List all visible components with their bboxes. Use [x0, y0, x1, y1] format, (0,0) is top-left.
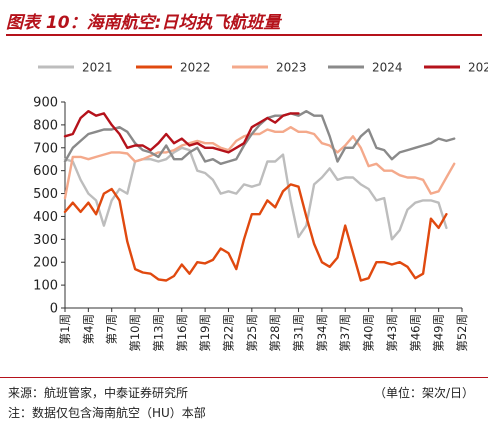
x-tick-label: 第4周: [81, 314, 95, 344]
y-tick-label: 600: [33, 164, 58, 179]
x-tick-label: 第49周: [432, 314, 446, 352]
series-line-2024: [63, 110, 456, 165]
y-tick-label: 500: [33, 187, 58, 202]
x-tick-label: 第46周: [408, 314, 422, 352]
x-tick-label: 第28周: [268, 314, 282, 352]
x-tick-label: 第40周: [362, 314, 376, 352]
series-line-2025: [63, 110, 300, 154]
series-line-2022: [63, 183, 448, 282]
x-tick-label: 第10周: [128, 314, 142, 352]
x-tick-label: 第16周: [175, 314, 189, 352]
legend-label-2025: 2025: [468, 61, 488, 75]
unit-note: （单位：架次/日）: [373, 386, 474, 400]
y-axis: 0 100 200 300 400 500 600 700 800 900: [33, 96, 66, 317]
line-chart: 2021 2022 2023 2024 2025 0 100 200 300 400 500 600…: [33, 61, 488, 352]
y-tick-label: 300: [33, 233, 58, 248]
chart-footer: 来源：航班管家，中泰证券研究所 （单位：架次/日） 注：数据仅包含海南航空（HU…: [0, 377, 488, 426]
x-tick-label: 第19周: [198, 314, 212, 352]
x-tick-label: 第31周: [292, 314, 306, 352]
x-tick-label: 第7周: [105, 314, 119, 344]
x-tick-label: 第43周: [385, 314, 399, 352]
legend-label-2021: 2021: [82, 61, 113, 75]
legend-label-2023: 2023: [276, 61, 307, 75]
title-bar: 图表 10：海南航空:日均执飞航班量: [6, 4, 482, 36]
x-tick-label: 第1周: [58, 314, 72, 344]
x-tick-label: 第22周: [221, 314, 235, 352]
source-note: 来源：航班管家，中泰证券研究所: [8, 386, 189, 400]
x-tick-label: 第25周: [245, 314, 259, 352]
legend-label-2024: 2024: [372, 61, 403, 75]
y-tick-label: 900: [33, 96, 58, 111]
y-tick-label: 0: [50, 302, 58, 317]
plot-lines: [63, 110, 456, 282]
x-axis: 第1周 第4周 第7周 第10周 第13周 第16周 第19周 第22周 第25周 第28周 第31…: [58, 307, 469, 352]
y-tick-label: 100: [33, 279, 58, 294]
legend-label-2022: 2022: [180, 61, 211, 75]
data-note: 注：数据仅包含海南航空（HU）本部: [8, 406, 206, 420]
chart-title: 图表 10：海南航空:日均执飞航班量: [6, 13, 281, 33]
series-line-2021: [63, 146, 448, 241]
y-tick-label: 800: [33, 118, 58, 133]
x-tick-label: 第13周: [151, 314, 165, 352]
y-tick-label: 700: [33, 141, 58, 156]
y-tick-label: 200: [33, 256, 58, 271]
series-line-2023: [63, 126, 456, 200]
x-tick-label: 第37周: [338, 314, 352, 352]
x-tick-label: 第34周: [315, 314, 329, 352]
y-tick-label: 400: [33, 210, 58, 225]
x-tick-label: 第52周: [455, 314, 469, 352]
chart-legend: 2021 2022 2023 2024 2025: [38, 61, 488, 75]
